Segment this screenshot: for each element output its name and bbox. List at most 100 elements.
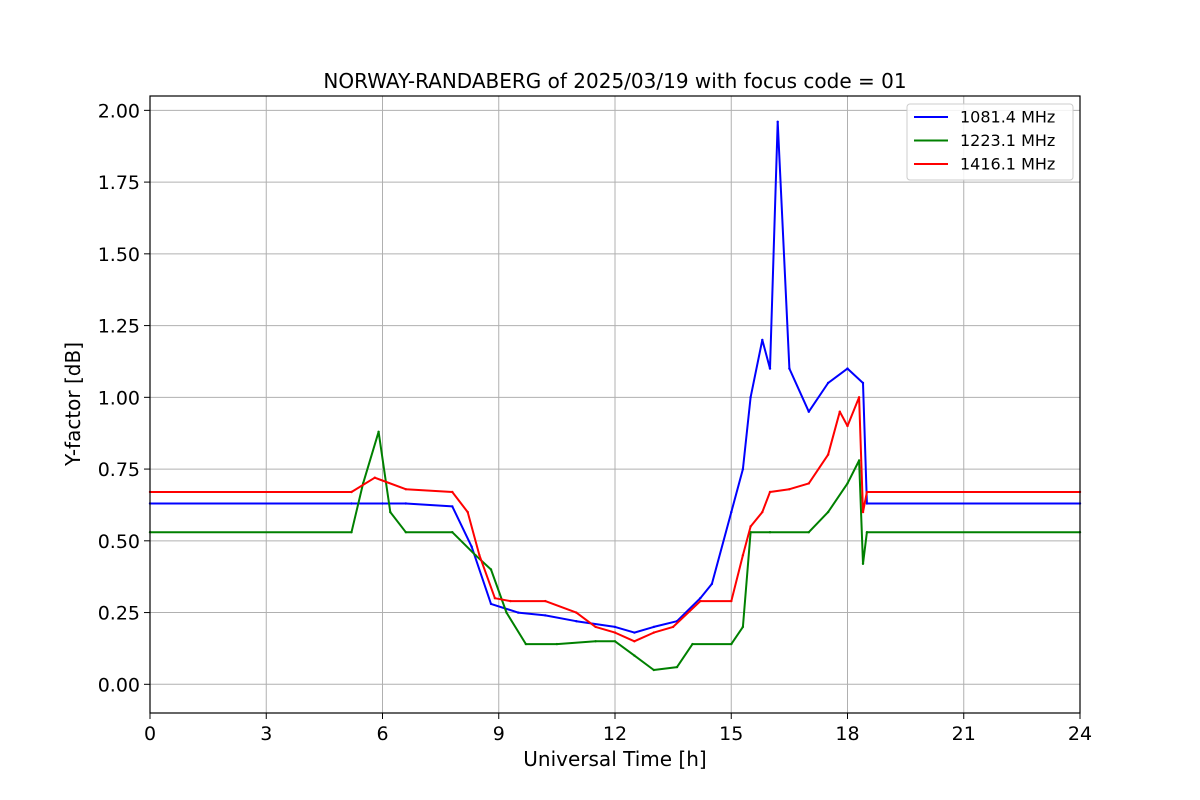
data-point — [768, 367, 772, 370]
data-point — [451, 531, 454, 534]
data-point — [555, 642, 559, 646]
y-axis-label: Y-factor [dB] — [61, 342, 85, 467]
data-point — [768, 490, 772, 494]
y-tick-label: 1.50 — [98, 244, 140, 266]
data-point — [861, 510, 865, 514]
x-axis-label: Universal Time [h] — [523, 747, 706, 771]
data-point — [699, 597, 702, 600]
data-point — [691, 642, 694, 646]
data-point — [404, 531, 407, 534]
data-point — [857, 459, 861, 462]
data-point — [865, 490, 869, 494]
y-tick-label: 1.00 — [98, 387, 140, 409]
data-point — [350, 502, 353, 505]
data-point — [404, 488, 407, 491]
data-point — [633, 640, 636, 643]
data-point — [544, 599, 547, 603]
x-tick-label: 0 — [144, 723, 156, 745]
data-point — [826, 381, 830, 385]
data-point — [478, 554, 481, 557]
data-point — [865, 531, 869, 534]
y-tick-label: 0.75 — [98, 459, 140, 481]
data-point — [730, 510, 733, 514]
y-tick-label: 1.75 — [98, 172, 140, 194]
data-point — [575, 620, 578, 623]
x-tick-label: 3 — [260, 723, 272, 745]
data-point — [594, 625, 597, 629]
data-point — [489, 602, 493, 606]
x-tick-label: 24 — [1068, 723, 1092, 745]
chart-title: NORWAY-RANDABERG of 2025/03/19 with focu… — [323, 69, 906, 93]
x-tick-label: 18 — [835, 723, 859, 745]
data-point — [489, 568, 493, 571]
data-point — [404, 502, 407, 505]
data-point — [633, 654, 636, 657]
data-point — [807, 410, 810, 413]
x-tick-label: 21 — [952, 723, 976, 745]
data-point — [652, 668, 655, 672]
data-point — [373, 476, 376, 479]
x-tick-label: 15 — [719, 723, 743, 745]
data-point — [466, 510, 469, 514]
data-point — [613, 640, 617, 643]
data-point — [768, 531, 772, 534]
axis-ticks: 0 3 6 9 12 15 18 21 24 0.00 0.25 0.50 0.75 1.00 1.25 1.… — [98, 100, 1092, 745]
x-tick-label: 12 — [603, 723, 627, 745]
data-point — [807, 482, 810, 485]
data-point — [575, 611, 578, 614]
data-point — [524, 642, 528, 646]
data-point — [350, 490, 353, 494]
data-point — [826, 453, 830, 456]
legend-label: 1416.1 MHz — [960, 155, 1055, 174]
data-point — [865, 502, 869, 505]
data-point — [749, 396, 752, 399]
x-tick-label: 9 — [493, 723, 505, 745]
data-point — [788, 367, 791, 370]
data-point — [652, 625, 655, 629]
data-point — [613, 625, 617, 629]
legend-box — [906, 103, 1074, 181]
data-point — [350, 531, 353, 534]
data-point — [493, 597, 497, 600]
y-tick-label: 0.50 — [98, 531, 140, 553]
data-point — [451, 505, 454, 508]
data-point — [788, 488, 791, 491]
y-tick-label: 0.25 — [98, 603, 140, 625]
data-point — [474, 554, 477, 557]
data-point — [710, 582, 714, 586]
data-point — [633, 631, 636, 634]
data-point — [838, 410, 841, 413]
data-point — [741, 467, 745, 471]
data-point — [381, 502, 384, 505]
data-point — [470, 545, 473, 548]
data-point — [861, 381, 865, 385]
data-point — [826, 510, 830, 514]
data-point — [675, 665, 679, 669]
data-point — [857, 396, 861, 399]
data-point — [861, 562, 865, 565]
data-point — [761, 510, 764, 514]
data-point — [652, 631, 655, 634]
data-point — [451, 490, 454, 494]
data-point — [544, 614, 547, 617]
data-point — [761, 338, 764, 342]
data-point — [807, 531, 810, 534]
data-point — [509, 599, 512, 603]
y-tick-label: 0.00 — [98, 674, 140, 696]
data-point — [741, 554, 745, 557]
data-point — [613, 631, 617, 634]
data-point — [505, 611, 508, 614]
data-point — [846, 424, 849, 428]
legend-label: 1223.1 MHz — [960, 131, 1055, 150]
data-point — [730, 642, 733, 646]
data-point — [749, 525, 752, 528]
data-point — [776, 120, 779, 124]
data-point — [846, 482, 849, 485]
y-tick-label: 1.25 — [98, 316, 140, 338]
x-tick-label: 6 — [376, 723, 388, 745]
data-point — [699, 599, 702, 603]
legend: 1081.4 MHz 1223.1 MHz 1416.1 MHz — [906, 103, 1074, 181]
data-point — [594, 640, 597, 643]
